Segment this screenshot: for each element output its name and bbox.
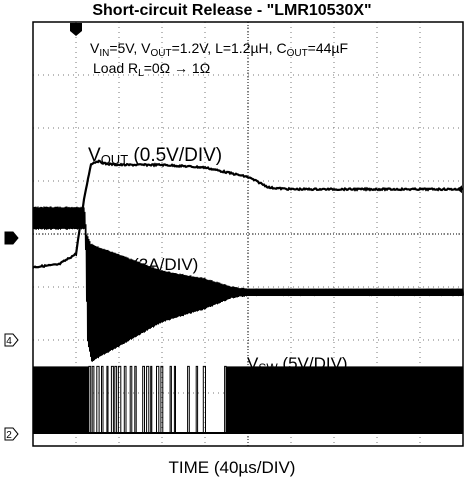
channel-markers: 1 4 2 T: [4, 23, 82, 441]
channel-marker-shape: [4, 333, 19, 347]
vout-end-marker: [457, 185, 462, 194]
labels: VIN=5V, VOUT=1.2V, L=1.2µH, COUT=44µFLoa…: [88, 40, 348, 375]
label-text: Load R: [93, 60, 138, 76]
channel-marker-shape: [4, 231, 19, 245]
x-axis-label: TIME (40µs/DIV): [168, 458, 296, 477]
il-trace-band-after: [239, 288, 463, 297]
il-trace-band-before: [33, 207, 85, 229]
vout-trace: [32, 159, 464, 269]
label-subscript: OUT: [101, 152, 129, 167]
conditions-line-1: VIN=5V, VOUT=1.2V, L=1.2µH, COUT=44µF: [90, 40, 348, 59]
trigger-marker-shape: [70, 23, 82, 36]
trigger-marker-label: T: [73, 24, 79, 34]
label-subscript: L: [138, 68, 144, 79]
label-text: (5V/DIV): [278, 354, 348, 373]
plot-frame: [32, 21, 464, 447]
channel-marker-label: 1: [6, 234, 12, 245]
channel-marker-1: 1: [4, 231, 19, 245]
vsw-trace-pulses: [88, 365, 227, 434]
label-text: =1.2V, L=1.2µH, C: [172, 40, 287, 56]
channel-marker-label: 4: [6, 336, 12, 347]
label-text: =5V, V: [109, 40, 151, 56]
channel-marker-label: 2: [6, 430, 12, 441]
trigger-marker: T: [70, 23, 82, 36]
vsw-trace-block-before: [33, 366, 89, 434]
label-subscript: IN: [99, 48, 109, 59]
channel-marker-shape: [4, 427, 19, 441]
label-subscript: OUT: [150, 48, 171, 59]
label-subscript: SW: [258, 361, 278, 375]
channel-marker-4: 4: [4, 333, 19, 347]
label-text: V: [88, 145, 101, 166]
chart-title: Short-circuit Release - "LMR10530X": [92, 2, 372, 19]
label-text: (2A/DIV): [128, 255, 198, 274]
label-text: =44µF: [308, 40, 348, 56]
il-series-label: IL (2A/DIV): [117, 255, 198, 276]
label-subscript: OUT: [287, 48, 308, 59]
label-subscript: L: [122, 262, 129, 276]
label-text: V: [247, 354, 259, 373]
label-text: (0.5V/DIV): [128, 145, 222, 166]
label-text: I: [117, 255, 122, 274]
vsw-trace-block-after: [226, 366, 463, 434]
label-text: V: [90, 40, 100, 56]
label-text: =0Ω → 1Ω: [144, 60, 210, 76]
conditions-line-2: Load RL=0Ω → 1Ω: [93, 60, 210, 79]
channel-marker-2: 2: [4, 427, 19, 441]
vsw-series-label: VSW (5V/DIV): [247, 354, 348, 375]
vout-series-label: VOUT (0.5V/DIV): [88, 145, 222, 167]
